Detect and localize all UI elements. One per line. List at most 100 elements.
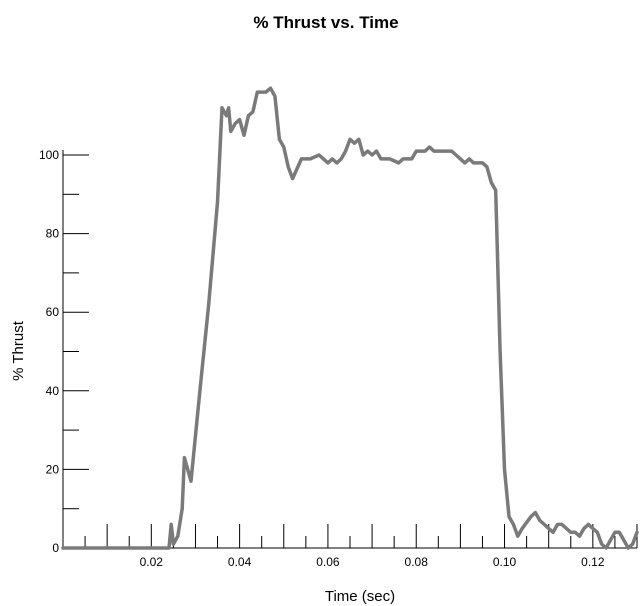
data-point	[238, 118, 240, 120]
data-point	[411, 158, 413, 160]
y-tick-label: 40	[46, 384, 60, 398]
data-point	[424, 150, 426, 152]
data-point	[287, 166, 289, 168]
data-point	[172, 543, 174, 545]
data-point	[561, 523, 563, 525]
series-line	[61, 86, 639, 550]
data-point	[521, 527, 523, 529]
data-point	[243, 134, 245, 136]
data-point	[574, 531, 576, 533]
data-point	[415, 150, 417, 152]
data-point	[450, 150, 452, 152]
data-point	[623, 539, 625, 541]
data-point	[291, 177, 293, 179]
data-point	[265, 91, 267, 93]
data-point	[631, 543, 633, 545]
data-point	[437, 150, 439, 152]
y-tick-label: 60	[46, 305, 60, 319]
data-point	[199, 390, 201, 392]
data-point	[605, 547, 607, 549]
data-point	[556, 523, 558, 525]
data-point	[309, 158, 311, 160]
data-point	[499, 350, 501, 352]
x-tick-label: 0.04	[228, 555, 252, 569]
chart-title: % Thrust vs. Time	[253, 13, 398, 32]
data-point	[481, 162, 483, 164]
data-point	[252, 111, 254, 113]
data-point	[428, 146, 430, 148]
data-point	[177, 535, 179, 537]
data-point	[375, 150, 377, 152]
data-point	[62, 547, 64, 549]
data-point	[183, 456, 185, 458]
x-tick-label: 0.08	[405, 555, 429, 569]
data-point	[327, 162, 329, 164]
data-point	[539, 519, 541, 521]
data-point	[362, 154, 364, 156]
data-point	[468, 158, 470, 160]
data-point	[442, 150, 444, 152]
data-point	[614, 531, 616, 533]
data-point	[367, 150, 369, 152]
data-point	[208, 303, 210, 305]
data-point	[278, 138, 280, 140]
data-point	[256, 91, 258, 93]
data-point	[181, 508, 183, 510]
data-point	[336, 162, 338, 164]
data-point	[234, 122, 236, 124]
data-point	[472, 162, 474, 164]
data-point	[397, 162, 399, 164]
data-point	[596, 531, 598, 533]
data-point	[168, 547, 170, 549]
data-point	[261, 91, 263, 93]
x-tick-label: 0.12	[581, 555, 605, 569]
data-point	[190, 480, 192, 482]
data-point	[512, 523, 514, 525]
y-tick-label: 100	[39, 148, 59, 162]
data-point	[609, 539, 611, 541]
x-tick-label: 0.06	[316, 555, 340, 569]
data-point	[464, 162, 466, 164]
data-point	[230, 130, 232, 132]
data-point	[349, 138, 351, 140]
x-axis-label: Time (sec)	[325, 588, 395, 605]
data-point	[300, 158, 302, 160]
data-point	[283, 146, 285, 148]
data-point	[601, 543, 603, 545]
data-point	[592, 527, 594, 529]
x-tick-label: 0.10	[493, 555, 517, 569]
data-point	[106, 547, 108, 549]
data-point	[552, 531, 554, 533]
data-point	[221, 107, 223, 109]
data-point	[455, 154, 457, 156]
data-point	[274, 95, 276, 97]
data-point	[358, 138, 360, 140]
data-point	[353, 142, 355, 144]
data-point	[495, 189, 497, 191]
data-point	[318, 154, 320, 156]
data-point	[371, 154, 373, 156]
data-point	[402, 158, 404, 160]
data-point	[534, 511, 536, 513]
data-point	[344, 150, 346, 152]
data-point	[570, 531, 572, 533]
data-point	[247, 115, 249, 117]
data-point	[477, 162, 479, 164]
y-axis-label: % Thrust	[10, 320, 27, 381]
data-point	[578, 535, 580, 537]
data-point	[331, 158, 333, 160]
data-point	[587, 523, 589, 525]
data-point	[433, 150, 435, 152]
data-point	[227, 107, 229, 109]
data-point	[225, 115, 227, 117]
data-point	[490, 181, 492, 183]
y-tick-label: 20	[46, 462, 60, 476]
data-point	[618, 531, 620, 533]
data-point	[503, 468, 505, 470]
data-point	[269, 87, 271, 89]
data-point	[636, 531, 638, 533]
data-point	[389, 158, 391, 160]
data-point	[406, 158, 408, 160]
data-point	[565, 527, 567, 529]
